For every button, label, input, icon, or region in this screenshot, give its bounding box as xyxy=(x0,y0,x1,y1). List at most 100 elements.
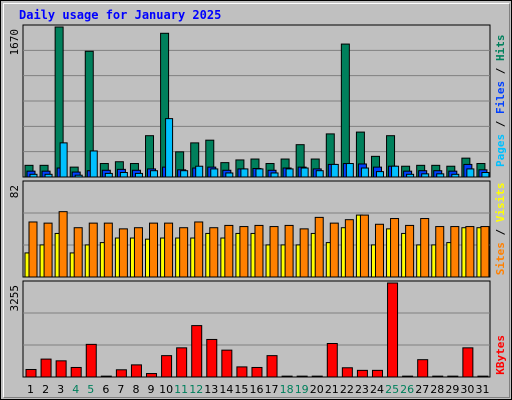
day-label: 25 xyxy=(385,383,399,396)
pages-bar xyxy=(210,168,219,178)
pages-bar xyxy=(74,174,83,178)
sites-bar xyxy=(28,221,38,278)
panel-hits_files_pages: 1670 xyxy=(8,24,491,178)
pages-bar xyxy=(285,168,294,178)
sites-bar xyxy=(314,216,324,278)
day-label: 7 xyxy=(117,383,124,396)
sites-bar xyxy=(58,211,68,278)
sites-bar xyxy=(88,222,98,278)
pages-bar xyxy=(466,168,475,178)
kbytes-bar xyxy=(462,347,474,378)
side-legend-segment: Sites xyxy=(494,242,507,275)
kbytes-bar xyxy=(417,359,429,378)
day-label: 14 xyxy=(219,383,233,396)
pages-bar xyxy=(240,168,249,178)
kbytes-bar xyxy=(447,375,459,378)
day-label: 31 xyxy=(475,383,489,396)
kbytes-bar xyxy=(326,343,338,378)
sites-bar xyxy=(224,224,234,278)
day-label: 8 xyxy=(132,383,139,396)
day-label: 21 xyxy=(325,383,339,396)
side-legend-top: Pages / Files / Hits xyxy=(494,35,507,168)
side-legend-segment: / xyxy=(494,61,507,81)
sites-bar xyxy=(194,221,204,278)
day-label: 26 xyxy=(400,383,414,396)
day-label: 9 xyxy=(148,383,155,396)
pages-bar xyxy=(300,167,309,178)
kbytes-bar xyxy=(70,366,82,378)
kbytes-bar xyxy=(296,375,308,378)
hits-bar xyxy=(340,43,350,178)
side-legend-segment: / xyxy=(494,222,507,242)
sites-bar xyxy=(118,228,128,278)
pages-bar xyxy=(375,171,384,178)
sites-bar xyxy=(374,223,384,278)
sites-bar xyxy=(284,224,294,278)
side-legends: Pages / Files / Hits Sites / Visits KBytes xyxy=(494,35,507,375)
sites-bar xyxy=(103,222,113,278)
side-legend-bottom: KBytes xyxy=(494,335,507,375)
side-legend-segment: Pages xyxy=(494,134,507,167)
side-legend-segment: Hits xyxy=(494,35,507,62)
pages-bar xyxy=(195,165,204,178)
kbytes-bar xyxy=(356,369,368,378)
kbytes-bar xyxy=(100,375,112,378)
side-legend-segment: Files xyxy=(494,81,507,114)
sites-bar xyxy=(450,226,460,278)
day-label: 28 xyxy=(430,383,444,396)
sites-bar xyxy=(420,218,430,278)
pages-bar xyxy=(451,173,460,178)
pages-bar xyxy=(481,172,490,178)
pages-bar xyxy=(165,118,174,178)
pages-bar xyxy=(436,173,445,178)
kbytes-bar xyxy=(206,338,218,378)
day-label: 30 xyxy=(460,383,474,396)
sites-bar xyxy=(480,226,490,278)
kbytes-bar xyxy=(25,368,37,378)
kbytes-bar xyxy=(176,347,188,378)
pages-bar xyxy=(225,172,234,178)
day-label: 3 xyxy=(57,383,64,396)
sites-bar xyxy=(269,226,279,278)
side-legend-segment: KBytes xyxy=(494,335,507,375)
day-label: 2 xyxy=(42,383,49,396)
sites-bar xyxy=(329,222,339,278)
pages-bar xyxy=(345,163,354,178)
kbytes-bar xyxy=(266,355,278,378)
day-axis: 1 2 3 4 5 6 7 8 9 10 11 12 13 14 15 16 17 18 19 20 21 22 23 24 2… xyxy=(27,383,489,396)
kbytes-bar xyxy=(432,375,444,378)
pages-bar xyxy=(391,165,400,178)
day-label: 4 xyxy=(72,383,79,396)
kbytes-bar xyxy=(311,375,323,378)
pages-bar xyxy=(330,163,339,178)
sites-bar xyxy=(239,226,249,278)
sites-bar xyxy=(254,224,264,278)
day-label: 17 xyxy=(265,383,279,396)
day-label: 11 xyxy=(174,383,188,396)
kbytes-bar xyxy=(161,355,173,378)
sites-bar xyxy=(73,227,83,278)
chart-title: Daily usage for January 2025 xyxy=(19,8,221,22)
pages-bar xyxy=(29,173,38,178)
day-label: 22 xyxy=(340,383,354,396)
pages-bar xyxy=(44,173,53,178)
kbytes-bar xyxy=(146,373,158,378)
pages-bar xyxy=(119,172,128,178)
day-label: 12 xyxy=(189,383,203,396)
kbytes-bar xyxy=(251,366,263,378)
pages-bar xyxy=(59,142,68,178)
day-label: 13 xyxy=(204,383,218,396)
panel-kbytes: 3255 xyxy=(8,280,491,378)
sites-bar xyxy=(405,224,415,278)
day-label: 15 xyxy=(234,383,248,396)
sites-bar xyxy=(299,228,309,278)
side-legend-segment: / xyxy=(494,114,507,134)
sites-bar xyxy=(133,227,143,278)
day-label: 6 xyxy=(102,383,109,396)
pages-bar xyxy=(421,173,430,178)
day-label: 24 xyxy=(370,383,384,396)
sites-bar xyxy=(435,226,445,278)
pages-bar xyxy=(315,170,324,178)
day-label: 23 xyxy=(355,383,369,396)
